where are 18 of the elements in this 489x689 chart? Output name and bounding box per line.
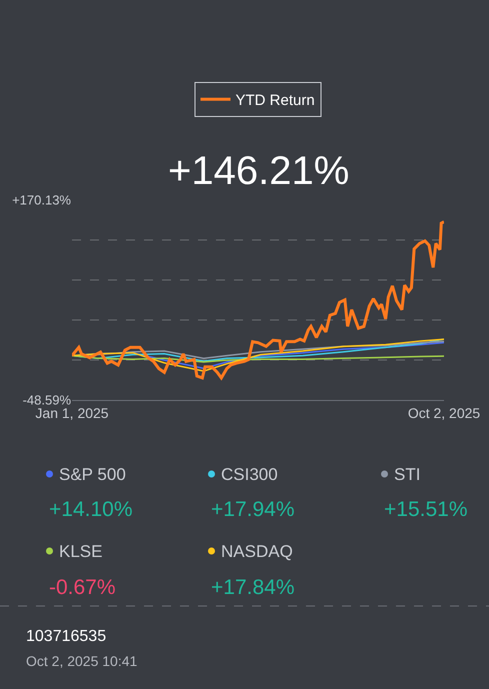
- legend-label: CSI300: [221, 465, 278, 484]
- text: +15.51%: [384, 498, 468, 521]
- text: -0.67%: [49, 576, 116, 599]
- text: 103716535: [26, 628, 106, 645]
- text: +17.84%: [211, 576, 294, 599]
- legend-label: STI: [394, 465, 420, 484]
- text: +17.94%: [211, 498, 294, 521]
- line-series: [72, 354, 444, 363]
- x-tick-label: Oct 2, 2025: [408, 404, 480, 421]
- legend-label: YTD Return: [236, 92, 315, 110]
- chart-title: +146.21%: [168, 149, 350, 193]
- text: Oct 2, 2025 10:41: [26, 653, 138, 669]
- legend-label: S&P 500: [59, 465, 126, 484]
- legend-label: KLSE: [59, 542, 102, 561]
- y-tick-label: +170.13%: [12, 192, 72, 208]
- line-series: [72, 220, 444, 380]
- text: +14.10%: [49, 498, 132, 521]
- legend-label: NASDAQ: [221, 542, 293, 561]
